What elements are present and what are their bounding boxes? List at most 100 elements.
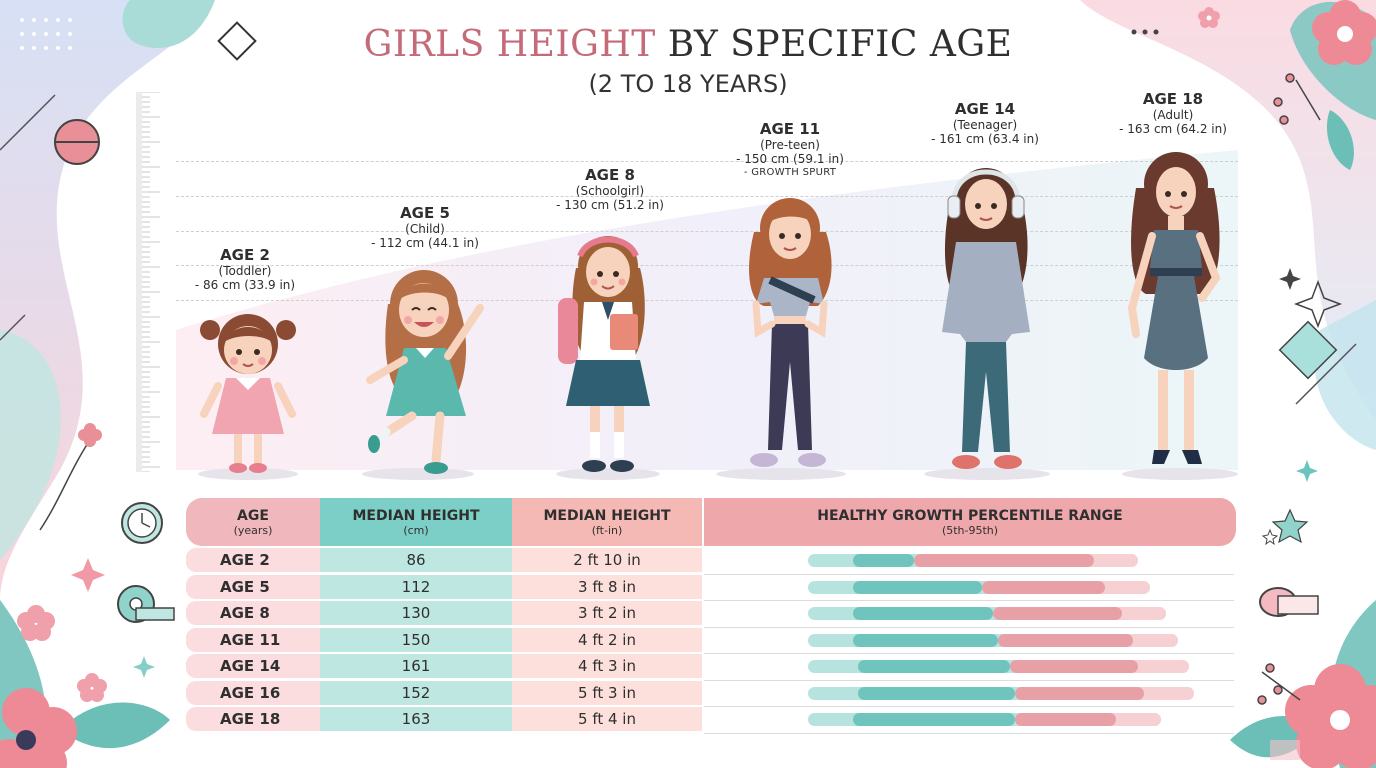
row-separator (704, 732, 1234, 734)
title-accent: GIRLS HEIGHT (363, 24, 656, 65)
title-rest: BY SPECIFIC AGE (667, 24, 1013, 65)
figure-shadow (198, 468, 298, 480)
range-bar-mid-upper (914, 554, 1094, 567)
row-separator (704, 706, 1234, 707)
cell-median-cm: 130 (320, 601, 512, 625)
figure-stage: (Child) (405, 222, 445, 236)
row-separator (704, 626, 1234, 628)
header-age-sub: (years) (233, 523, 273, 537)
header-median-ftin-sub: (ft-in) (591, 523, 623, 537)
header-median-cm-sub: (cm) (403, 523, 429, 537)
figure-label-age-18: AGE 18 (Adult) - 163 cm (64.2 in) (1098, 90, 1248, 137)
range-bar-mid-lower (852, 607, 993, 620)
range-bar-mid-lower (852, 554, 915, 567)
figure-age: AGE 2 (220, 246, 270, 264)
cell-median-ftin: 5 ft 4 in (512, 707, 702, 731)
figure-height: - 86 cm (33.9 in) (194, 278, 296, 293)
range-bar-mid-upper (998, 633, 1133, 647)
cell-age: AGE 18 (186, 707, 320, 731)
page-title: GIRLS HEIGHT BY SPECIFIC AGE (0, 24, 1376, 65)
cell-median-cm: 86 (320, 548, 512, 572)
cell-median-ftin: 4 ft 2 in (512, 627, 702, 652)
header-median-cm-label: MEDIAN HEIGHT (352, 507, 480, 524)
figure-height: - 161 cm (63.4 in) (931, 132, 1039, 147)
cell-age: AGE 8 (186, 601, 320, 625)
cell-median-cm: 152 (320, 680, 512, 705)
figure-age: AGE 14 (954, 100, 1016, 118)
figure-stage: (Teenager) (952, 118, 1018, 132)
figure-note: - GROWTH SPURT (743, 166, 837, 178)
guide-line (176, 265, 1238, 266)
figure-stage: (Pre-teen) (760, 138, 820, 152)
guide-line (176, 300, 1238, 301)
figure-height: - 163 cm (64.2 in) (1119, 122, 1227, 137)
header-percentile-range: HEALTHY GROWTH PERCENTILE RANGE (5th-95t… (704, 498, 1236, 546)
guide-line (176, 231, 1238, 232)
woman-age-18-illustration (1127, 152, 1221, 464)
figure-label-age-8: AGE 8 (Schoolgirl) - 130 cm (51.2 in) (530, 166, 690, 213)
header-age: AGE (years) (186, 498, 320, 546)
cell-age: AGE 14 (186, 654, 320, 678)
height-table: AGE (years) MEDIAN HEIGHT (cm) MEDIAN HE… (186, 498, 1236, 738)
figure-shadow (716, 468, 846, 480)
header-percentile-sub: (5th-95th) (941, 523, 999, 537)
figure-age: AGE 11 (759, 120, 821, 138)
figure-label-age-11: AGE 11 (Pre-teen) - 150 cm (59.1 in) - G… (715, 120, 865, 179)
figure-label-age-14: AGE 14 (Teenager) - 161 cm (63.4 in) (910, 100, 1060, 147)
figure-shadow (1122, 468, 1238, 480)
header-percentile-label: HEALTHY GROWTH PERCENTILE RANGE (817, 507, 1123, 524)
header-median-ftin-label: MEDIAN HEIGHT (543, 507, 671, 524)
girl-age-2-illustration (200, 314, 296, 473)
figure-stage: (Toddler) (218, 264, 272, 278)
girl-age-8-illustration (558, 236, 650, 472)
cell-age: AGE 16 (186, 680, 320, 705)
cell-median-cm: 112 (320, 574, 512, 599)
cell-median-cm: 150 (320, 627, 512, 652)
row-separator (704, 653, 1234, 654)
figure-stage: (Schoolgirl) (575, 184, 645, 198)
figure-label-age-5: AGE 5 (Child) - 112 cm (44.1 in) (350, 204, 500, 251)
guide-line (176, 196, 1238, 197)
guide-line (176, 161, 1238, 162)
range-bar-mid-upper (981, 580, 1105, 594)
height-ruler (136, 92, 160, 472)
page-subtitle: (2 TO 18 YEARS) (588, 70, 788, 98)
figure-label-age-2: AGE 2 (Toddler) - 86 cm (33.9 in) (170, 246, 320, 293)
row-separator (704, 679, 1234, 681)
range-bar-mid-upper (1009, 660, 1139, 673)
header-median-ftin: MEDIAN HEIGHT (ft-in) (512, 498, 702, 546)
range-bar-mid-upper (1015, 713, 1116, 726)
cell-median-ftin: 4 ft 3 in (512, 654, 702, 678)
figure-height: - 112 cm (44.1 in) (371, 236, 479, 251)
range-bar-mid-lower (858, 660, 1010, 673)
girl-age-14-illustration (942, 168, 1030, 469)
girl-age-5-illustration (366, 270, 484, 474)
figure-age: AGE 18 (1142, 90, 1204, 108)
figure-stage: (Adult) (1152, 108, 1194, 122)
row-separator (704, 573, 1234, 575)
row-separator (704, 600, 1234, 601)
cell-median-ftin: 2 ft 10 in (512, 548, 702, 572)
figure-age: AGE 8 (585, 166, 635, 184)
header-median-cm: MEDIAN HEIGHT (cm) (320, 498, 512, 546)
header-age-label: AGE (237, 507, 269, 524)
cell-age: AGE 11 (186, 627, 320, 652)
cell-median-cm: 163 (320, 707, 512, 731)
range-bar-mid-lower (852, 713, 1016, 726)
cell-age: AGE 5 (186, 574, 320, 599)
cell-median-cm: 161 (320, 654, 512, 678)
girl-age-11-illustration (749, 198, 832, 467)
cell-median-ftin: 3 ft 8 in (512, 574, 702, 599)
cell-age: AGE 2 (186, 548, 320, 572)
figure-shadow (924, 468, 1050, 480)
figure-age: AGE 5 (400, 204, 450, 222)
range-bar-mid-lower (858, 686, 1016, 700)
figure-shadow (556, 468, 660, 480)
range-bar-mid-lower (852, 580, 982, 594)
range-bar-mid-lower (852, 633, 999, 647)
figure-height: - 150 cm (59.1 in) (736, 152, 844, 167)
figure-height: - 130 cm (51.2 in) (556, 198, 664, 213)
range-bar-mid-upper (992, 607, 1122, 620)
range-bar-mid-upper (1015, 686, 1144, 700)
cell-median-ftin: 5 ft 3 in (512, 680, 702, 705)
